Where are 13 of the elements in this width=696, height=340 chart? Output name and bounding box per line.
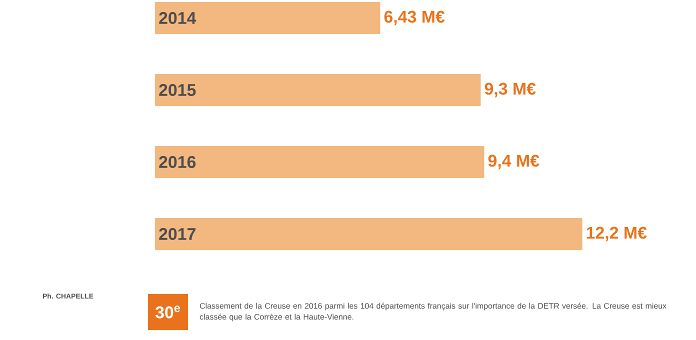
y-tick-label: 2017 <box>159 228 196 240</box>
y-tick-label: 2015 <box>159 84 196 96</box>
bar <box>155 218 582 250</box>
y-tick-label: 2016 <box>159 156 196 168</box>
data-label: 12,2 M€ <box>586 226 647 242</box>
bar <box>155 146 484 178</box>
bar <box>155 74 481 106</box>
data-label: 9,3 M€ <box>484 82 536 98</box>
y-tick-label: 2014 <box>159 12 196 24</box>
data-label: 6,43 M€ <box>384 10 445 26</box>
text: 30$^{e}$ <box>155 306 180 318</box>
bar <box>155 2 380 34</box>
data-label: 9,4 M€ <box>488 154 540 170</box>
